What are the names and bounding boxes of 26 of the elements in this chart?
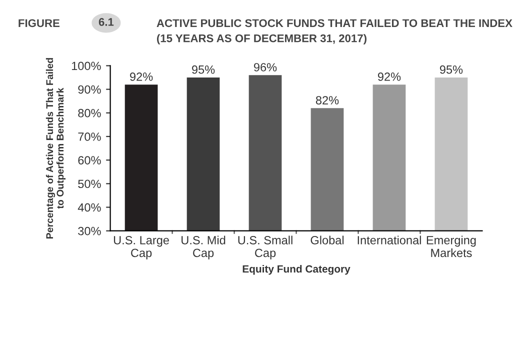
x-tick-label: Global bbox=[310, 236, 344, 244]
x-tick-label: Emerging Markets bbox=[426, 236, 476, 258]
data-label: 92% bbox=[130, 72, 153, 81]
data-label: 95% bbox=[192, 65, 215, 74]
text: 6.1 bbox=[98, 18, 114, 26]
y-tick-label: 90% bbox=[78, 85, 101, 94]
x-tick-label: International bbox=[358, 236, 421, 244]
y-axis-title: Percentage of Active Funds That Failed to Outperform Benchmark bbox=[46, 58, 66, 238]
x-tick-label: U.S. Large Cap bbox=[114, 236, 169, 260]
y-tick-label: 70% bbox=[78, 132, 101, 141]
y-tick-label: 60% bbox=[78, 156, 101, 164]
y-tick-label: 100% bbox=[72, 62, 101, 70]
x-axis-title: Equity Fund Category bbox=[242, 264, 350, 275]
x-tick-label: U.S. Small Cap bbox=[238, 236, 292, 260]
data-label: 95% bbox=[440, 65, 463, 74]
data-label: 92% bbox=[378, 72, 401, 81]
y-tick-label: 50% bbox=[78, 180, 101, 188]
chart-title: ACTIVE PUBLIC STOCK FUNDS THAT FAILED TO BEAT THE INDEX bbox=[156, 19, 512, 28]
text: FIGURE bbox=[18, 19, 60, 28]
chart-subtitle: (15 YEARS AS OF DECEMBER 31, 2017) bbox=[157, 34, 366, 44]
y-tick-label: 80% bbox=[78, 108, 101, 118]
y-tick-label: 40% bbox=[78, 203, 101, 212]
y-tick-label: 30% bbox=[78, 226, 101, 236]
x-tick-label: U.S. Mid Cap bbox=[182, 236, 226, 260]
data-label: 82% bbox=[316, 96, 339, 104]
data-label: 96% bbox=[254, 63, 277, 72]
